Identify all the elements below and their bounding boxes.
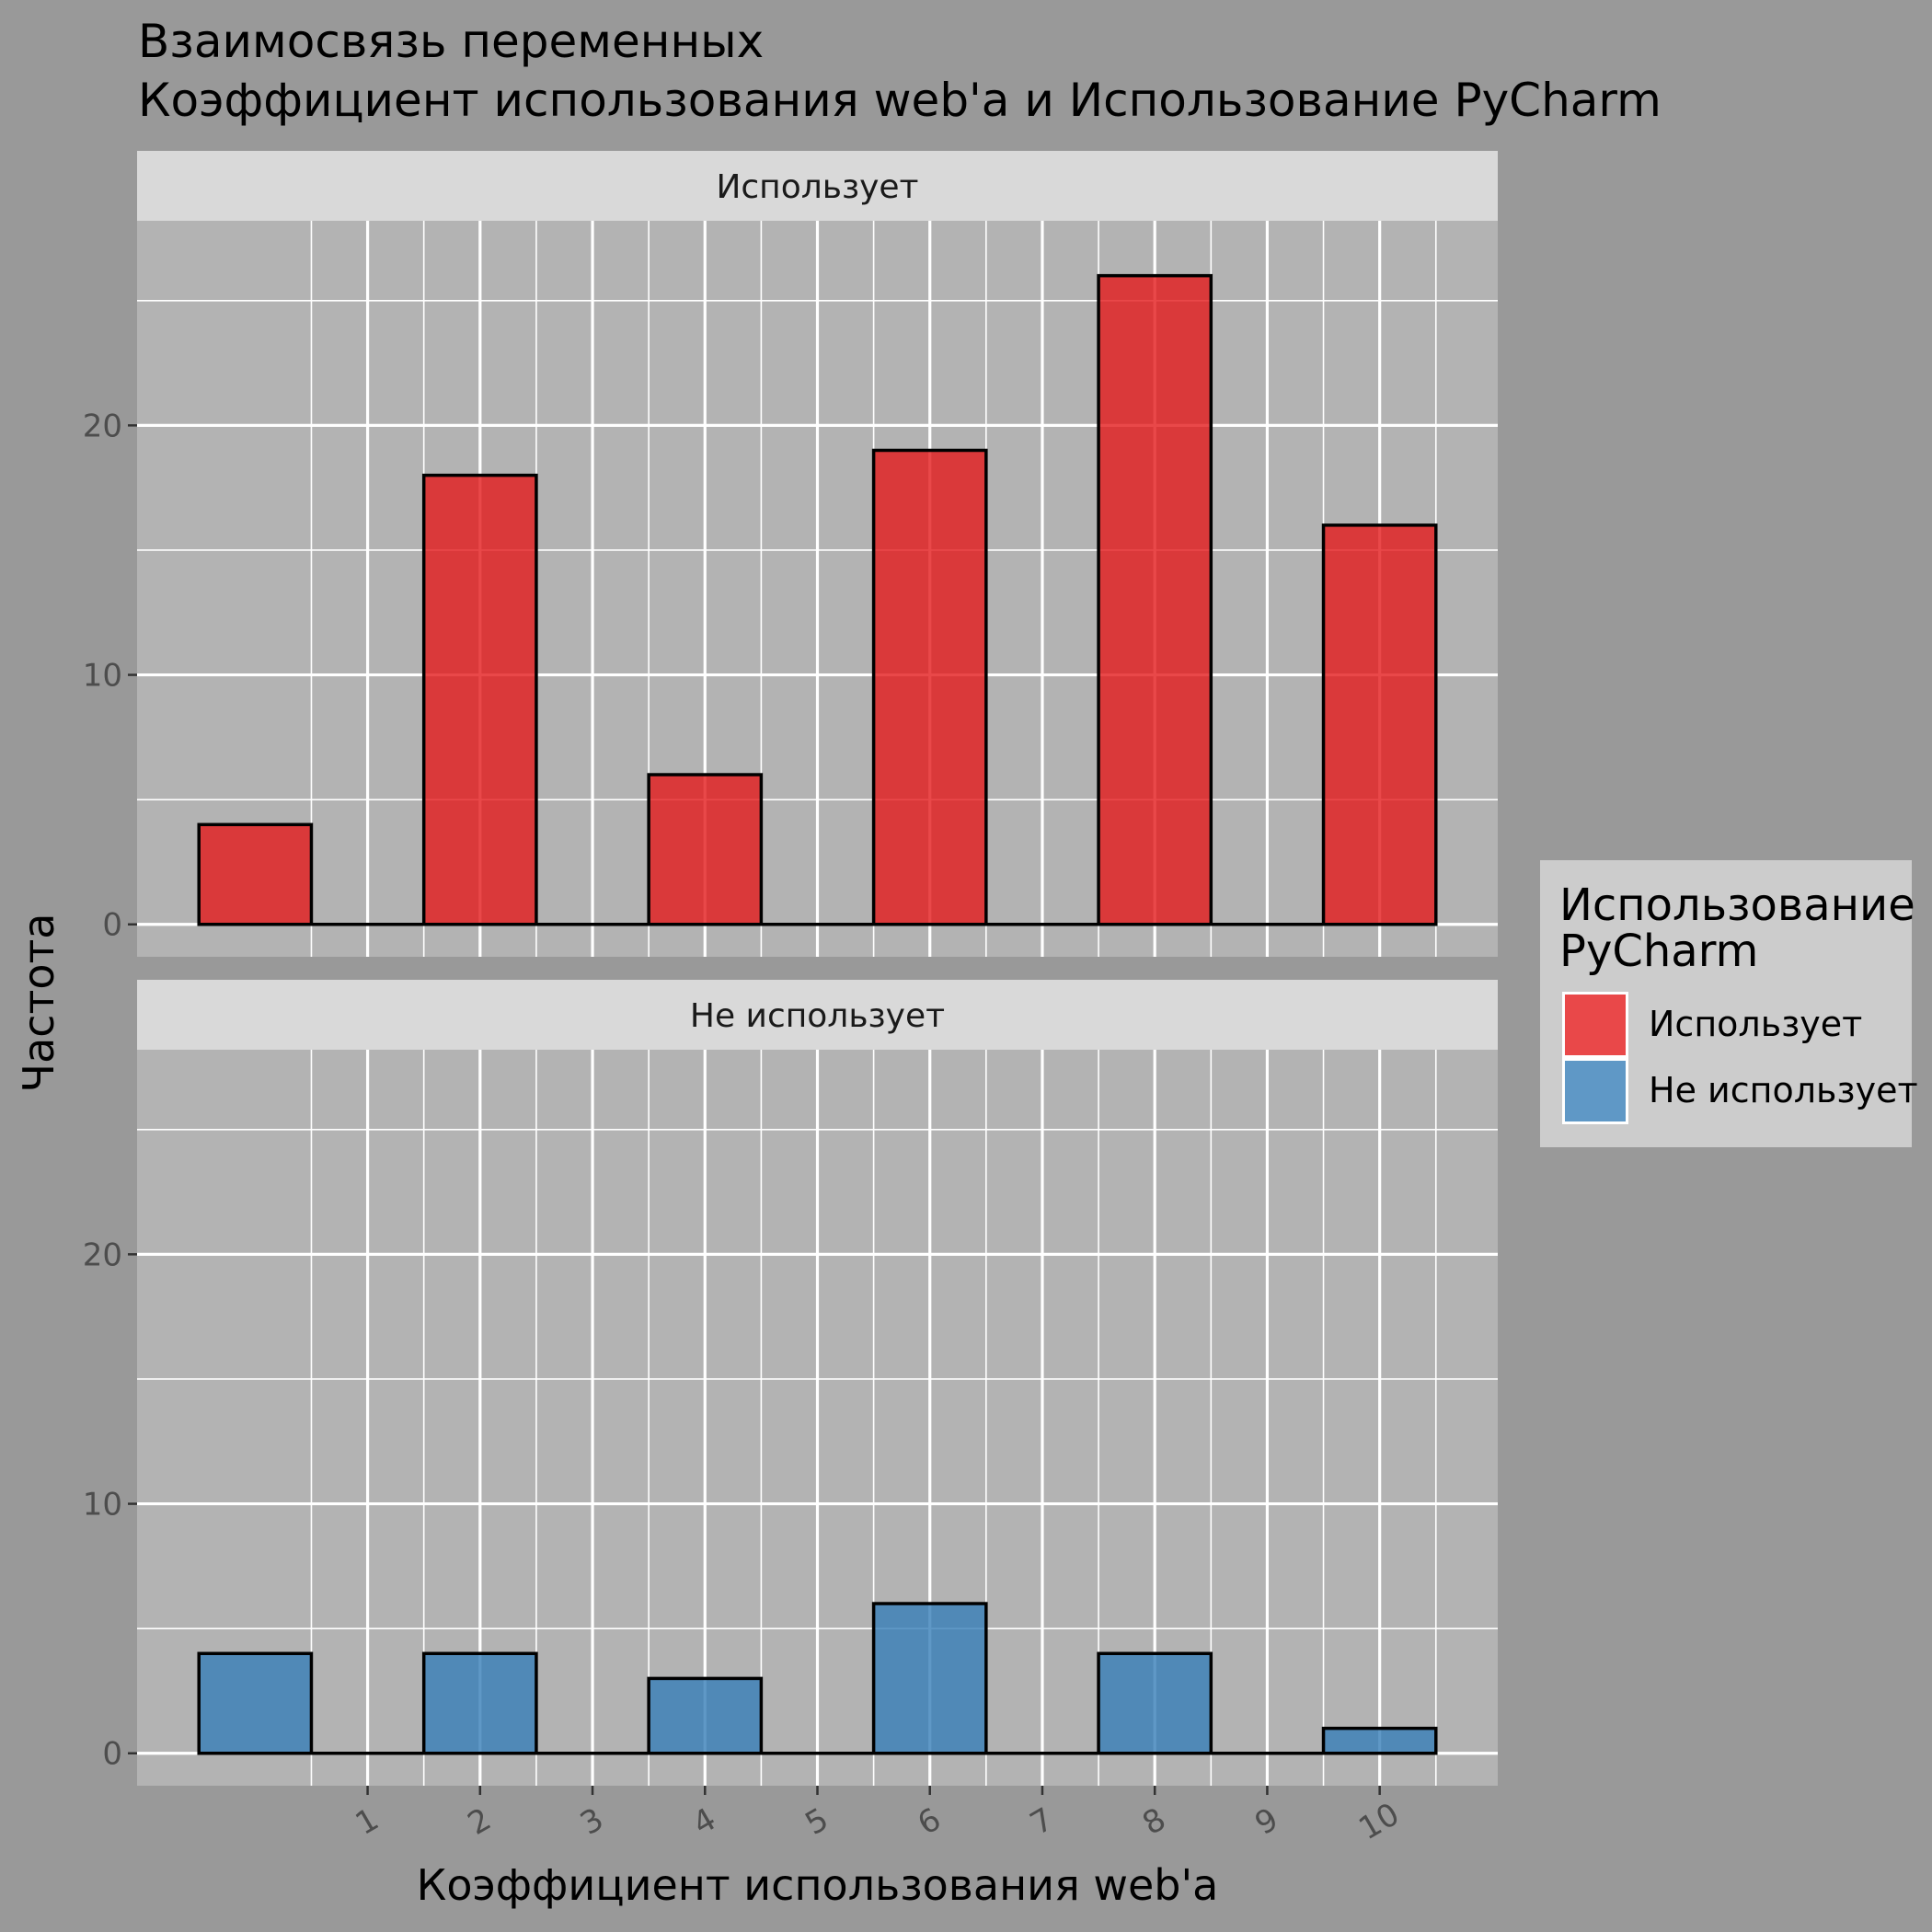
histogram-bar — [197, 822, 314, 926]
histogram-bar — [871, 1602, 988, 1755]
facet-strip — [137, 151, 1498, 221]
facet-strip-label: Не использует — [690, 997, 945, 1035]
legend-item-label: Использует — [1649, 1004, 1862, 1044]
histogram-bar — [871, 448, 988, 926]
y-tick-label: 20 — [83, 408, 122, 444]
legend-key-swatch — [1565, 995, 1626, 1055]
facet-panel-1: Использует 0 10 20 — [83, 151, 1498, 957]
y-tick-label: 20 — [83, 1236, 122, 1273]
legend-item-label: Не использует — [1649, 1070, 1918, 1110]
chart-title-line2: Коэффициент использования web'a и Исполь… — [138, 74, 1662, 127]
facet-strip — [137, 980, 1498, 1050]
facet-strip-label: Использует — [716, 168, 918, 206]
legend-title-line2: PyCharm — [1559, 926, 1758, 977]
facet-panel-2: Не использует 0 10 20 — [83, 980, 1498, 1786]
y-tick-label: 0 — [102, 1736, 122, 1773]
y-axis-title: Частота — [14, 914, 63, 1093]
legend-title-line1: Использование — [1559, 880, 1915, 931]
histogram-bar — [197, 1651, 314, 1755]
y-tick-label: 0 — [102, 907, 122, 944]
histogram-bar — [421, 1651, 538, 1755]
histogram-bar — [1321, 523, 1438, 926]
histogram-bar — [1321, 1726, 1438, 1755]
histogram-bar — [421, 473, 538, 926]
y-tick-label: 10 — [83, 658, 122, 695]
x-axis-title: Коэффициент использования web'a — [417, 1860, 1219, 1910]
histogram-bar — [1097, 273, 1213, 926]
histogram-bar — [647, 773, 764, 926]
histogram-bar — [647, 1676, 764, 1755]
y-tick-label: 10 — [83, 1487, 122, 1524]
histogram-bar — [1097, 1651, 1213, 1755]
chart-title-line1: Взаимосвязь переменных — [138, 15, 764, 68]
legend-key-swatch — [1565, 1061, 1626, 1121]
